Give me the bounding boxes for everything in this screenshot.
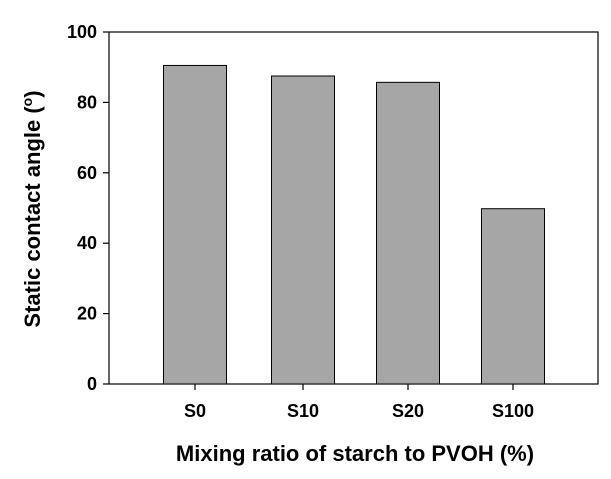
bars-group — [163, 64, 545, 385]
y-tick-label: 40 — [77, 233, 97, 253]
y-tick-label: 100 — [67, 22, 97, 42]
y-tick-label: 80 — [77, 92, 97, 112]
x-tick-label: S10 — [287, 401, 319, 421]
x-tick-label: S20 — [392, 401, 424, 421]
y-axis-title-text: Static contact angle ( — [20, 106, 45, 328]
y-tick-label: 0 — [87, 374, 97, 394]
y-axis-title: Static contact angle (o) — [19, 90, 45, 327]
y-axis-title-close: ) — [20, 90, 45, 97]
y-axis-ticks: 0 20 40 60 80 100 — [67, 22, 109, 394]
y-axis-title-unit: o — [19, 98, 35, 107]
x-axis-title: Mixing ratio of starch to PVOH (%) — [176, 441, 534, 466]
plot-area — [108, 31, 599, 385]
bar-s10 — [271, 75, 335, 385]
x-axis-ticks: S0 S10 S20 S100 — [184, 384, 534, 421]
bar-s100 — [481, 208, 545, 385]
bar-s0 — [163, 64, 227, 385]
plot-frame — [108, 31, 599, 385]
x-tick-label: S0 — [184, 401, 206, 421]
x-tick-label: S100 — [492, 401, 534, 421]
y-tick-label: 60 — [77, 163, 97, 183]
bar-s20 — [376, 81, 440, 385]
y-tick-label: 20 — [77, 304, 97, 324]
